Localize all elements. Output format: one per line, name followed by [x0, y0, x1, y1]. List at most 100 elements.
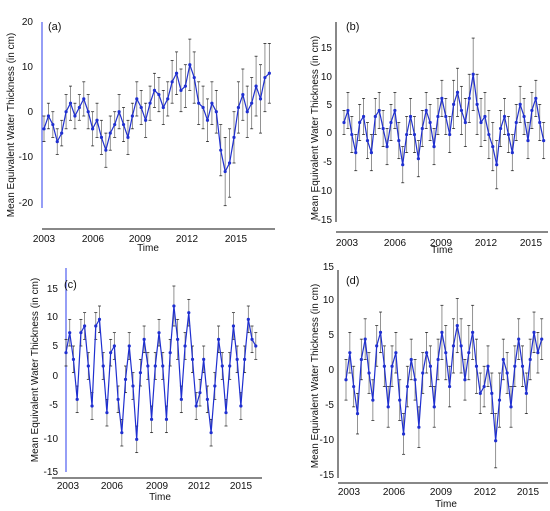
- data-point: [60, 131, 64, 135]
- data-point: [245, 110, 249, 114]
- data-point: [474, 364, 479, 368]
- data-point: [506, 132, 511, 137]
- data-point: [101, 364, 105, 368]
- data-point: [389, 120, 393, 125]
- plot-area: [344, 298, 544, 469]
- data-point: [393, 108, 397, 113]
- data-point: [75, 397, 79, 401]
- data-point: [424, 351, 429, 355]
- y-axis-title: Mean Equivalent Water Thickness (in cm): [310, 36, 321, 221]
- data-point: [46, 114, 51, 118]
- data-point: [448, 384, 452, 389]
- data-point: [83, 324, 87, 328]
- data-point: [463, 120, 467, 125]
- data-point: [440, 96, 444, 100]
- data-point: [172, 304, 176, 308]
- data-point: [42, 127, 46, 131]
- data-point: [95, 118, 99, 122]
- data-point: [467, 351, 471, 355]
- data-point: [166, 97, 170, 101]
- y-tick-label: -5: [49, 400, 58, 411]
- x-tick-label: 2012: [475, 238, 498, 249]
- data-point: [82, 97, 86, 101]
- data-point: [91, 127, 95, 131]
- y-tick-label: 20: [22, 17, 34, 28]
- x-tick-labels: 2003 2006 2009 2012 2015: [33, 234, 248, 245]
- data-point: [386, 405, 390, 409]
- data-point: [348, 351, 352, 355]
- data-point: [448, 132, 452, 137]
- data-point: [220, 364, 224, 368]
- data-point: [227, 161, 232, 165]
- data-point: [254, 344, 258, 348]
- data-point: [168, 351, 172, 355]
- x-tick-label: 2009: [146, 481, 169, 492]
- data-point: [381, 126, 385, 131]
- x-tick-label: 2006: [383, 487, 406, 498]
- data-point: [183, 344, 187, 348]
- data-point: [146, 364, 150, 368]
- y-axis-title: Mean Equivalent Water Thickness (in cm): [310, 284, 321, 469]
- data-point: [258, 97, 263, 101]
- data-point: [367, 371, 371, 375]
- y-axis-title: Mean Equivalent Water Thickness (in cm): [30, 278, 41, 463]
- y-tick-label: -5: [325, 400, 334, 411]
- y-tick-label: -10: [320, 435, 335, 446]
- x-tick-label: 2009: [430, 238, 453, 249]
- data-point: [467, 96, 471, 100]
- data-point: [355, 412, 360, 416]
- data-point: [371, 398, 375, 402]
- data-point: [113, 122, 117, 127]
- data-point: [350, 132, 354, 137]
- data-point: [424, 108, 428, 113]
- data-point: [135, 437, 139, 441]
- data-point: [90, 404, 94, 408]
- y-tick-label: 15: [323, 262, 335, 273]
- data-point: [532, 330, 536, 334]
- y-tick-label: 10: [321, 72, 333, 83]
- data-point: [157, 331, 161, 335]
- data-point: [394, 351, 398, 355]
- data-point: [412, 132, 417, 137]
- series-line: [43, 62, 270, 174]
- data-point: [436, 114, 440, 119]
- y-tick-label: 10: [22, 62, 34, 73]
- data-point: [209, 431, 213, 435]
- data-point: [522, 114, 526, 119]
- data-point: [170, 80, 174, 84]
- data-point: [51, 122, 55, 127]
- plot-area: [42, 38, 271, 207]
- data-point: [202, 357, 206, 361]
- series-line: [343, 74, 545, 165]
- y-tick-label: -20: [19, 198, 34, 209]
- y-tick-label: 0: [27, 107, 33, 118]
- x-tick-label: 2015: [225, 234, 248, 245]
- data-point: [361, 114, 366, 119]
- data-point: [120, 431, 124, 435]
- data-point: [385, 145, 389, 149]
- data-point: [358, 120, 362, 125]
- y-tick-label: -15: [44, 467, 59, 478]
- data-point: [390, 364, 394, 368]
- data-point: [401, 432, 406, 436]
- data-point: [116, 397, 120, 401]
- data-point: [205, 397, 209, 401]
- data-point: [365, 138, 370, 143]
- x-tick-label: 2006: [384, 238, 407, 249]
- data-point: [144, 118, 148, 122]
- data-point: [413, 378, 417, 382]
- data-point: [73, 114, 77, 118]
- data-point: [528, 357, 532, 362]
- x-axis-title: Time: [137, 243, 159, 254]
- y-tick-label: 15: [47, 284, 59, 295]
- data-point: [187, 311, 191, 315]
- data-point: [444, 351, 448, 355]
- data-point: [127, 344, 131, 348]
- data-point: [455, 323, 459, 328]
- x-tick-label: 2003: [33, 234, 56, 245]
- y-tick-label: -5: [323, 157, 332, 168]
- data-point: [428, 364, 433, 368]
- data-point: [152, 88, 157, 92]
- data-point: [363, 337, 367, 341]
